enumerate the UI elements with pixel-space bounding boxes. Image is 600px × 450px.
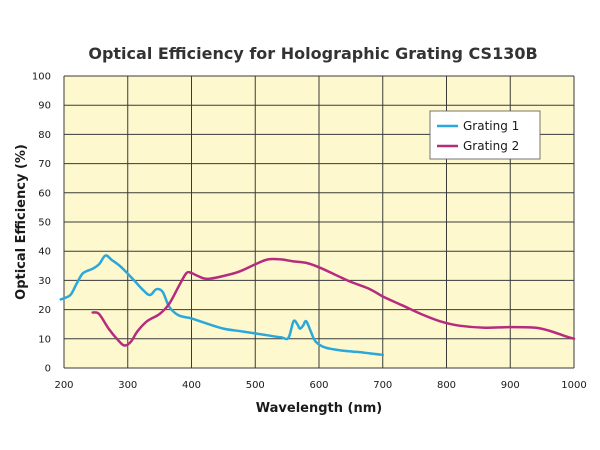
legend-label-grating-1: Grating 1 (463, 119, 519, 133)
series-group (59, 254, 576, 357)
y-tick-label: 70 (38, 159, 51, 170)
y-tick-label: 40 (38, 247, 51, 258)
legend: Grating 1 Grating 2 (429, 110, 541, 160)
series-line-grating-2 (91, 257, 576, 347)
x-tick-label: 800 (437, 380, 456, 391)
y-tick-label: 0 (45, 364, 51, 375)
y-tick-label: 100 (32, 72, 51, 83)
y-tick-label: 60 (38, 188, 51, 199)
x-tick-label: 700 (373, 380, 392, 391)
x-tick-label: 500 (246, 380, 265, 391)
series-line-grating-1 (59, 254, 385, 357)
y-tick-label: 30 (38, 276, 51, 287)
x-tick-labels: 200 300 400 500 600 700 800 900 1000 (54, 380, 586, 391)
y-axis-label: Optical Efficiency (%) (14, 144, 29, 300)
x-tick-label: 900 (501, 380, 520, 391)
chart-title: Optical Efficiency for Holographic Grati… (88, 44, 537, 63)
x-tick-label: 300 (118, 380, 137, 391)
x-axis-label: Wavelength (nm) (256, 401, 382, 416)
x-tick-label: 400 (182, 380, 201, 391)
x-tick-label: 200 (54, 380, 73, 391)
legend-label-grating-2: Grating 2 (463, 139, 519, 153)
x-tick-label: 600 (309, 380, 328, 391)
x-tick-label: 1000 (561, 380, 586, 391)
y-tick-label: 80 (38, 130, 51, 141)
legend-box (429, 110, 541, 160)
y-tick-label: 10 (38, 334, 51, 345)
y-tick-label: 50 (38, 218, 51, 229)
y-tick-labels: 0 10 20 30 40 50 60 70 80 90 100 (32, 72, 51, 375)
y-tick-label: 20 (38, 305, 51, 316)
y-tick-label: 90 (38, 101, 51, 112)
